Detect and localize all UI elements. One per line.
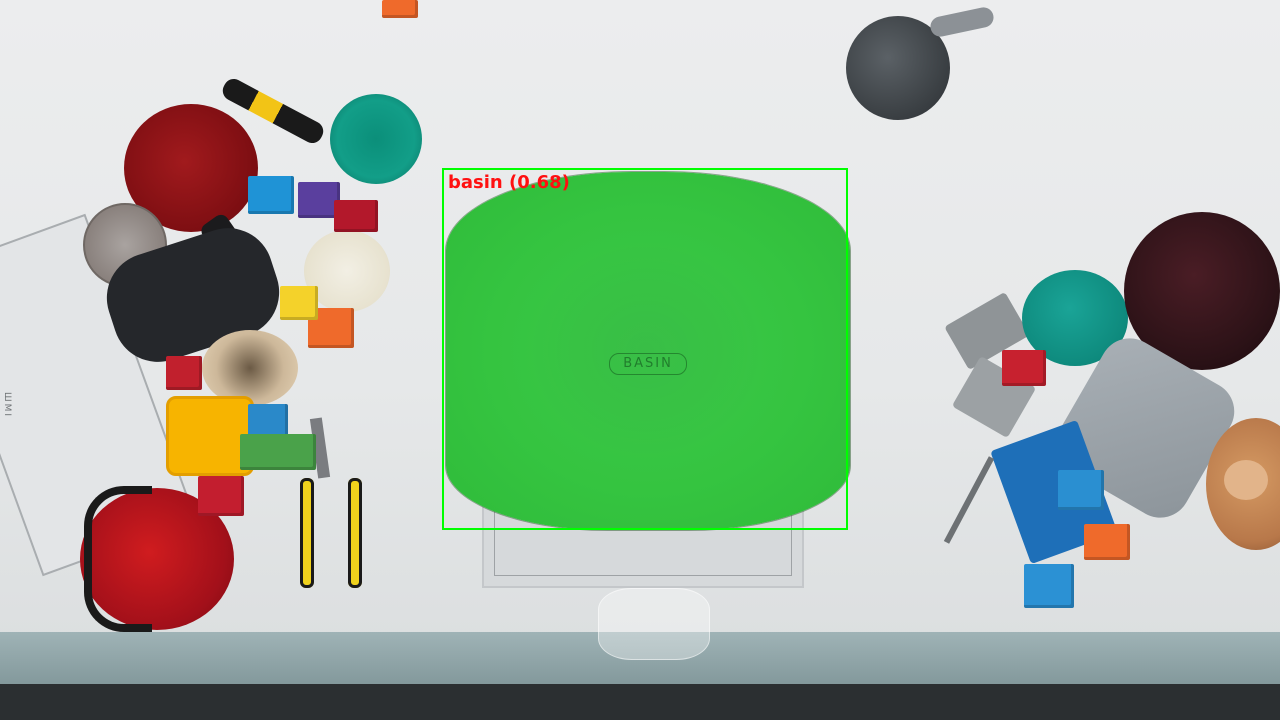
red-cube xyxy=(198,476,244,516)
pliers xyxy=(300,417,366,590)
detection-bounding-box xyxy=(442,168,848,530)
purple-cube xyxy=(298,182,340,218)
orange-cube xyxy=(382,0,418,18)
basin-emboss-label: BASIN xyxy=(609,353,687,375)
teal-bowl xyxy=(330,94,422,184)
notebook-text: ШМI xyxy=(2,392,12,419)
plastic-bag xyxy=(598,588,710,660)
cream-bowl xyxy=(304,230,390,312)
basin-segmentation-mask xyxy=(446,172,850,530)
orange-cube xyxy=(1084,524,1130,560)
red-cube xyxy=(334,200,378,232)
yellow-cube xyxy=(280,286,318,320)
paper-cup xyxy=(202,330,298,406)
yellow-container xyxy=(166,396,254,476)
detection-label: basin (0.68) xyxy=(448,172,570,193)
red-cube xyxy=(1002,350,1046,386)
kettle-handle xyxy=(84,486,152,632)
blue-cube xyxy=(248,176,294,214)
blue-cube xyxy=(1058,470,1104,510)
blue-cube xyxy=(1024,564,1074,608)
red-cube xyxy=(166,356,202,390)
green-cube xyxy=(240,434,316,470)
basin-inner-shadow xyxy=(526,240,766,460)
egg xyxy=(1224,460,1268,500)
floor-strip xyxy=(0,632,1280,692)
dark-pot xyxy=(1124,212,1280,370)
robot-gripper-edge xyxy=(0,684,1280,720)
